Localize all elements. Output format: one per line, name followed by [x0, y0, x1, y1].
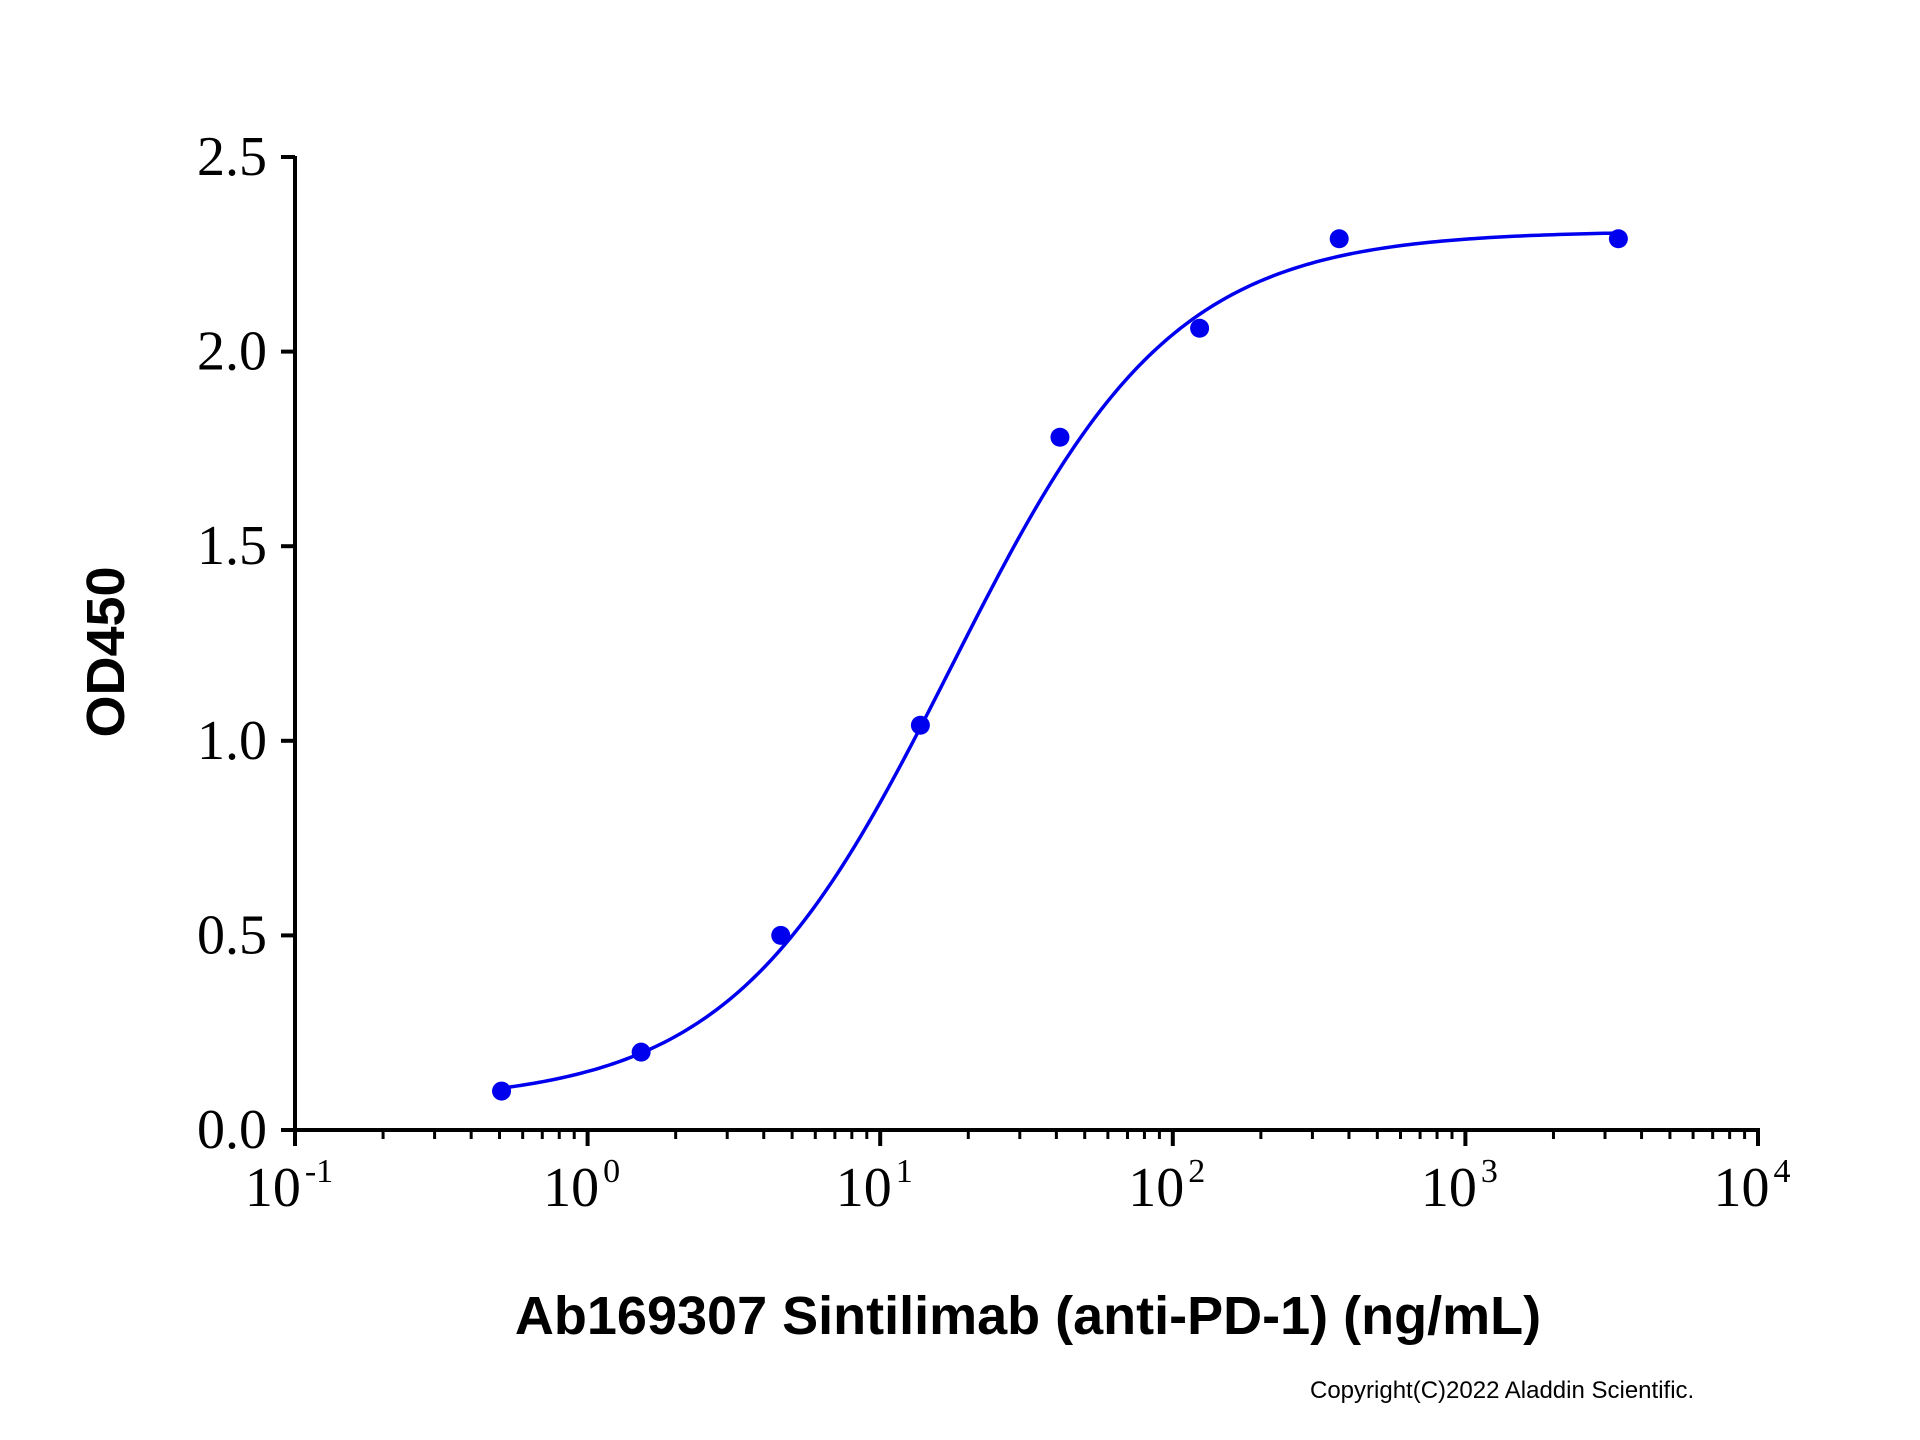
x-tick-exponent: 3: [1481, 1153, 1498, 1190]
data-point: [1050, 427, 1070, 447]
x-tick-label: 10 3: [1421, 1153, 1498, 1219]
x-tick-exponent: 1: [896, 1153, 913, 1190]
x-tick-label: 10 0: [543, 1153, 620, 1219]
data-point: [492, 1081, 512, 1101]
y-tick-label: 0.5: [197, 904, 267, 966]
y-tick-label: 2.5: [197, 126, 267, 188]
x-tick-exponent: 4: [1774, 1153, 1791, 1190]
data-point: [771, 925, 791, 945]
y-axis: 0.0 0.5 1.0 1.5 2.0 2.5: [197, 126, 297, 1161]
x-tick-label: 10 1: [836, 1153, 913, 1219]
fit-curve-group: [501, 231, 1619, 1090]
copyright-text: Copyright(C)2022 Aladdin Scientific.: [1310, 1377, 1694, 1404]
x-tick-label: 10 4: [1714, 1153, 1791, 1219]
y-tick-label: 0.0: [197, 1099, 267, 1161]
data-point: [1329, 229, 1349, 249]
data-point: [1608, 229, 1628, 249]
x-tick-base: 10: [1421, 1157, 1477, 1219]
x-tick-base: 10: [1714, 1157, 1770, 1219]
x-tick-base: 10: [543, 1157, 599, 1219]
x-axis-title: Ab169307 Sintilimab (anti-PD-1) (ng/mL): [515, 1286, 1541, 1346]
x-tick-base: 10: [245, 1157, 301, 1219]
x-tick-label: 10 2: [1128, 1153, 1205, 1219]
y-tick-label: 1.5: [197, 515, 267, 577]
fit-curve: [501, 231, 1619, 1090]
y-tick-label: 1.0: [197, 710, 267, 772]
x-axis: 10 -1 10 0 10 1 10 2 10 3 10 4: [245, 1128, 1791, 1219]
data-point: [910, 715, 930, 735]
x-tick-base: 10: [836, 1157, 892, 1219]
x-tick-exponent: -1: [305, 1153, 333, 1190]
x-tick-exponent: 2: [1188, 1153, 1205, 1190]
data-point: [1190, 318, 1210, 338]
x-tick-label: 10 -1: [245, 1153, 333, 1219]
x-tick-base: 10: [1128, 1157, 1184, 1219]
x-tick-exponent: 0: [603, 1153, 620, 1190]
y-tick-label: 2.0: [197, 321, 267, 383]
data-points: [492, 229, 1628, 1101]
y-axis-title: OD450: [76, 566, 136, 737]
data-point: [631, 1042, 651, 1062]
